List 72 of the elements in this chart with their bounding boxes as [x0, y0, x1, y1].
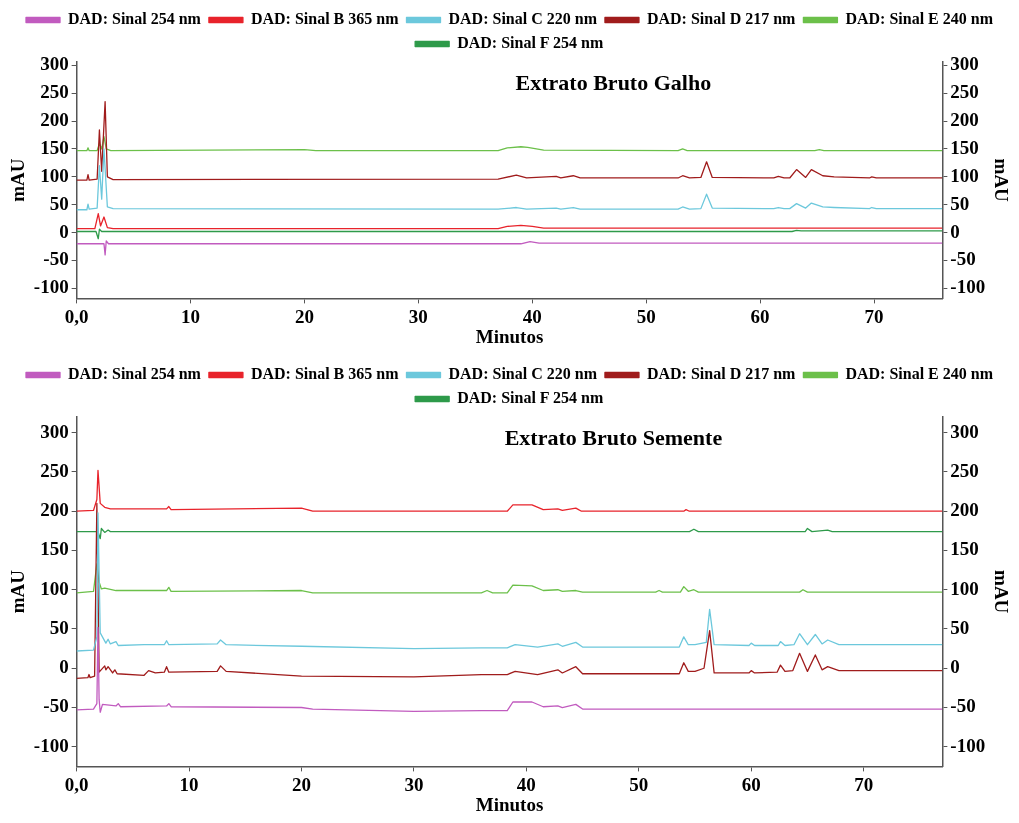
legend-label: DAD: Sinal C 220 nm	[448, 365, 598, 383]
legend-label: DAD: Sinal E 240 nm	[845, 10, 994, 28]
x-tick-label: 60	[750, 305, 770, 327]
x-tick-label: 0,0	[64, 773, 89, 795]
legend-label: DAD: Sinal F 254 nm	[457, 389, 604, 407]
legend-label: DAD: Sinal D 217 nm	[646, 365, 797, 383]
y-tick-label: 150	[40, 538, 69, 560]
x-tick-label: 0,0	[64, 305, 89, 327]
legend-label: DAD: Sinal C 220 nm	[448, 10, 598, 28]
y-axis-title: mAU	[7, 569, 29, 614]
y-tick-label: 100	[40, 164, 69, 186]
y2-tick-label: 100	[950, 164, 979, 186]
legend-label: DAD: Sinal B 365 nm	[250, 10, 400, 28]
legend-label: DAD: Sinal 254 nm	[68, 10, 202, 28]
y-tick-label: 50	[49, 616, 69, 638]
y-tick-label: -100	[33, 734, 69, 756]
x-tick-label: 60	[741, 773, 761, 795]
y2-axis-title: mAU	[990, 158, 1012, 203]
x-tick-label: 50	[636, 305, 656, 327]
y-tick-label: -50	[43, 695, 69, 717]
y-tick-label: 200	[40, 109, 69, 131]
y2-tick-label: 300	[950, 420, 979, 442]
y2-axis-title: mAU	[990, 570, 1012, 614]
x-axis-title: Minutos	[475, 325, 544, 347]
x-tick-label: 20	[294, 305, 314, 327]
y2-tick-label: -50	[950, 248, 976, 270]
x-tick-label: 70	[854, 773, 874, 795]
x-tick-label: 40	[516, 773, 536, 795]
y2-tick-label: 150	[950, 538, 979, 560]
x-tick-label: 40	[522, 305, 542, 327]
y-tick-label: 0	[59, 656, 69, 678]
y2-tick-label: -100	[950, 276, 986, 298]
y-tick-label: 50	[49, 192, 69, 214]
y-tick-label: 150	[40, 136, 69, 158]
legend-label: DAD: Sinal 254 nm	[68, 365, 202, 383]
legend-label: DAD: Sinal F 254 nm	[457, 34, 604, 52]
legend-label: DAD: Sinal E 240 nm	[845, 365, 994, 383]
y2-tick-label: -100	[950, 734, 986, 756]
y2-tick-label: 300	[950, 53, 979, 75]
y-tick-label: 100	[40, 577, 69, 599]
y-axis-title: mAU	[7, 158, 29, 202]
y2-tick-label: 0	[950, 656, 960, 678]
y2-tick-label: 250	[950, 81, 979, 103]
x-tick-label: 10	[181, 305, 201, 327]
legend-label: DAD: Sinal D 217 nm	[646, 10, 797, 28]
y2-tick-label: 50	[950, 616, 970, 638]
legend-label: DAD: Sinal B 365 nm	[250, 365, 400, 383]
x-tick-label: 10	[179, 773, 199, 795]
x-tick-label: 30	[408, 305, 428, 327]
y2-tick-label: 250	[950, 459, 979, 481]
y-tick-label: 250	[40, 459, 69, 481]
y2-tick-label: 200	[950, 109, 979, 131]
y2-tick-label: 200	[950, 499, 979, 521]
x-tick-label: 30	[404, 773, 424, 795]
y-tick-label: 250	[40, 81, 69, 103]
y-tick-label: 300	[40, 420, 69, 442]
chart-title: Extrato Bruto Semente	[504, 424, 723, 450]
y2-tick-label: 50	[950, 192, 970, 214]
y2-tick-label: -50	[950, 695, 976, 717]
y-tick-label: -100	[33, 276, 69, 298]
y-tick-label: -50	[43, 248, 69, 270]
x-tick-label: 50	[629, 773, 649, 795]
y-tick-label: 0	[59, 220, 69, 242]
x-tick-label: 20	[292, 773, 311, 795]
y2-tick-label: 0	[950, 220, 960, 242]
x-axis-title: Minutos	[475, 793, 544, 815]
x-tick-label: 70	[864, 305, 884, 327]
y2-tick-label: 150	[950, 136, 979, 158]
y2-tick-label: 100	[950, 577, 979, 599]
chart-title: Extrato Bruto Galho	[515, 69, 712, 95]
y-tick-label: 200	[40, 499, 69, 521]
y-tick-label: 300	[40, 53, 69, 75]
